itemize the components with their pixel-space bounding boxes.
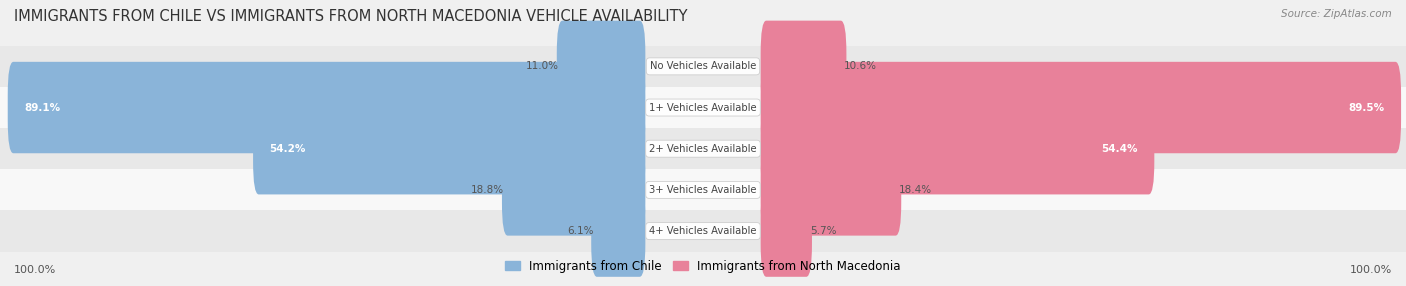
FancyBboxPatch shape <box>761 144 901 236</box>
FancyBboxPatch shape <box>761 62 1400 153</box>
FancyBboxPatch shape <box>591 185 645 277</box>
Text: 6.1%: 6.1% <box>567 226 593 236</box>
Text: 2+ Vehicles Available: 2+ Vehicles Available <box>650 144 756 154</box>
FancyBboxPatch shape <box>0 128 1406 169</box>
Text: 3+ Vehicles Available: 3+ Vehicles Available <box>650 185 756 195</box>
Text: 54.2%: 54.2% <box>269 144 305 154</box>
FancyBboxPatch shape <box>8 62 645 153</box>
Text: 10.6%: 10.6% <box>844 61 877 71</box>
Text: 11.0%: 11.0% <box>526 61 560 71</box>
Text: 18.4%: 18.4% <box>900 185 932 195</box>
Text: 100.0%: 100.0% <box>14 265 56 275</box>
FancyBboxPatch shape <box>502 144 645 236</box>
FancyBboxPatch shape <box>761 21 846 112</box>
Text: 4+ Vehicles Available: 4+ Vehicles Available <box>650 226 756 236</box>
Text: Source: ZipAtlas.com: Source: ZipAtlas.com <box>1281 9 1392 19</box>
Text: 18.8%: 18.8% <box>471 185 503 195</box>
Text: 89.1%: 89.1% <box>24 103 60 112</box>
FancyBboxPatch shape <box>0 210 1406 252</box>
Legend: Immigrants from Chile, Immigrants from North Macedonia: Immigrants from Chile, Immigrants from N… <box>501 255 905 277</box>
Text: IMMIGRANTS FROM CHILE VS IMMIGRANTS FROM NORTH MACEDONIA VEHICLE AVAILABILITY: IMMIGRANTS FROM CHILE VS IMMIGRANTS FROM… <box>14 9 688 23</box>
FancyBboxPatch shape <box>0 169 1406 210</box>
FancyBboxPatch shape <box>761 185 813 277</box>
FancyBboxPatch shape <box>253 103 645 194</box>
FancyBboxPatch shape <box>0 46 1406 87</box>
FancyBboxPatch shape <box>761 103 1154 194</box>
Text: 100.0%: 100.0% <box>1350 265 1392 275</box>
Text: No Vehicles Available: No Vehicles Available <box>650 61 756 71</box>
Text: 54.4%: 54.4% <box>1102 144 1139 154</box>
FancyBboxPatch shape <box>557 21 645 112</box>
Text: 5.7%: 5.7% <box>810 226 837 236</box>
FancyBboxPatch shape <box>0 87 1406 128</box>
Text: 1+ Vehicles Available: 1+ Vehicles Available <box>650 103 756 112</box>
Text: 89.5%: 89.5% <box>1348 103 1385 112</box>
